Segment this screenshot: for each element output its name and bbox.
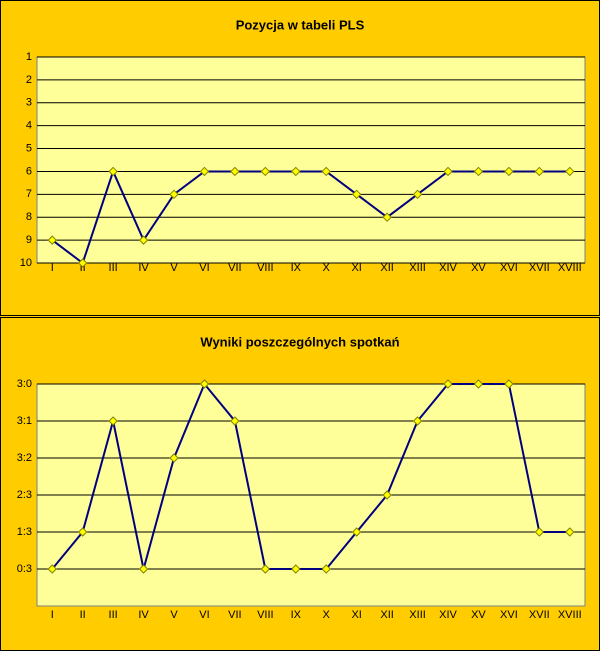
x-tick-label: X	[323, 262, 331, 274]
x-tick-label: XI	[351, 609, 361, 621]
x-tick-label: IX	[291, 609, 302, 621]
y-tick-label: 6	[26, 165, 32, 177]
x-tick-label: XVIII	[558, 262, 582, 274]
marker	[108, 166, 118, 177]
marker	[473, 166, 484, 177]
x-tick-label: IV	[138, 262, 149, 274]
marker	[230, 166, 240, 177]
x-tick-label: XII	[380, 262, 393, 274]
marker	[473, 379, 484, 389]
marker	[412, 416, 423, 426]
x-tick-label: III	[109, 262, 118, 274]
marker	[108, 416, 118, 426]
marker	[230, 416, 240, 426]
x-tick-label: IX	[291, 262, 302, 274]
marker	[169, 453, 179, 463]
y-tick-label: 2:3	[17, 489, 32, 501]
y-tick-label: 10	[20, 257, 32, 269]
y-tick-label: 2	[26, 74, 32, 86]
x-tick-label: XII	[380, 609, 393, 621]
x-tick-label: VII	[228, 609, 241, 621]
x-tick-label: I	[51, 609, 54, 621]
marker	[260, 166, 271, 177]
marker	[412, 189, 423, 200]
marker	[260, 564, 271, 574]
y-tick-label: 4	[26, 120, 32, 132]
y-tick-label: 1	[26, 51, 32, 63]
x-tick-label: XIII	[409, 609, 426, 621]
marker	[351, 189, 362, 200]
marker	[199, 379, 210, 389]
x-tick-label: XVI	[500, 609, 518, 621]
x-tick-label: V	[170, 609, 178, 621]
y-tick-label: 3:1	[17, 415, 32, 427]
x-tick-label: XIV	[439, 262, 457, 274]
x-tick-label: VIII	[257, 609, 274, 621]
marker	[169, 189, 179, 200]
line	[51, 382, 570, 570]
line	[51, 168, 570, 265]
y-tick-label: 3:0	[17, 378, 32, 390]
x-tick-label: XV	[471, 609, 486, 621]
marker	[504, 379, 514, 389]
marker	[77, 527, 88, 537]
marker	[382, 490, 392, 500]
x-tick-label: III	[109, 609, 118, 621]
x-tick-label: VI	[199, 262, 209, 274]
marker	[565, 527, 575, 537]
marker	[534, 166, 545, 177]
x-tick-label: XV	[471, 262, 486, 274]
marker	[534, 527, 545, 537]
x-tick-label: II	[80, 609, 86, 621]
marker	[321, 564, 331, 574]
marker	[504, 166, 514, 177]
y-tick-label: 0:3	[17, 563, 32, 575]
y-tick-label: 9	[26, 234, 32, 246]
chart-title: Pozycja w tabeli PLS	[236, 17, 365, 32]
x-tick-label: V	[170, 262, 178, 274]
marker	[443, 379, 453, 389]
x-tick-label: VII	[228, 262, 241, 274]
x-tick-label: XVI	[500, 262, 518, 274]
marker	[138, 564, 149, 574]
marker	[47, 235, 57, 245]
x-tick-label: VIII	[257, 262, 274, 274]
marker	[351, 527, 362, 537]
marker	[443, 166, 453, 177]
x-tick-label: IV	[138, 609, 149, 621]
x-tick-label: X	[323, 609, 331, 621]
x-tick-label: XIII	[409, 262, 426, 274]
x-tick-label: XVII	[529, 609, 550, 621]
y-tick-label: 8	[26, 211, 32, 223]
y-tick-label: 7	[26, 188, 32, 200]
x-tick-label: XVII	[529, 262, 550, 274]
marker	[291, 564, 301, 574]
x-tick-label: VI	[199, 609, 209, 621]
x-tick-label: XI	[351, 262, 361, 274]
marker	[77, 258, 88, 268]
x-tick-label: I	[51, 262, 54, 274]
y-tick-label: 3:2	[17, 452, 32, 464]
marker	[565, 166, 575, 177]
y-tick-label: 3	[26, 97, 32, 109]
x-tick-label: XVIII	[558, 609, 582, 621]
chart-title: Wyniki poszczególnych spotkań	[200, 334, 399, 349]
x-tick-label: II	[80, 262, 86, 274]
marker	[199, 166, 210, 177]
marker	[47, 564, 57, 574]
marker	[291, 166, 301, 177]
plot-area	[36, 56, 586, 264]
y-tick-label: 1:3	[17, 526, 32, 538]
x-tick-label: XIV	[439, 609, 457, 621]
marker	[321, 166, 331, 177]
y-tick-label: 5	[26, 142, 32, 154]
marker	[382, 212, 392, 222]
marker	[138, 235, 149, 245]
